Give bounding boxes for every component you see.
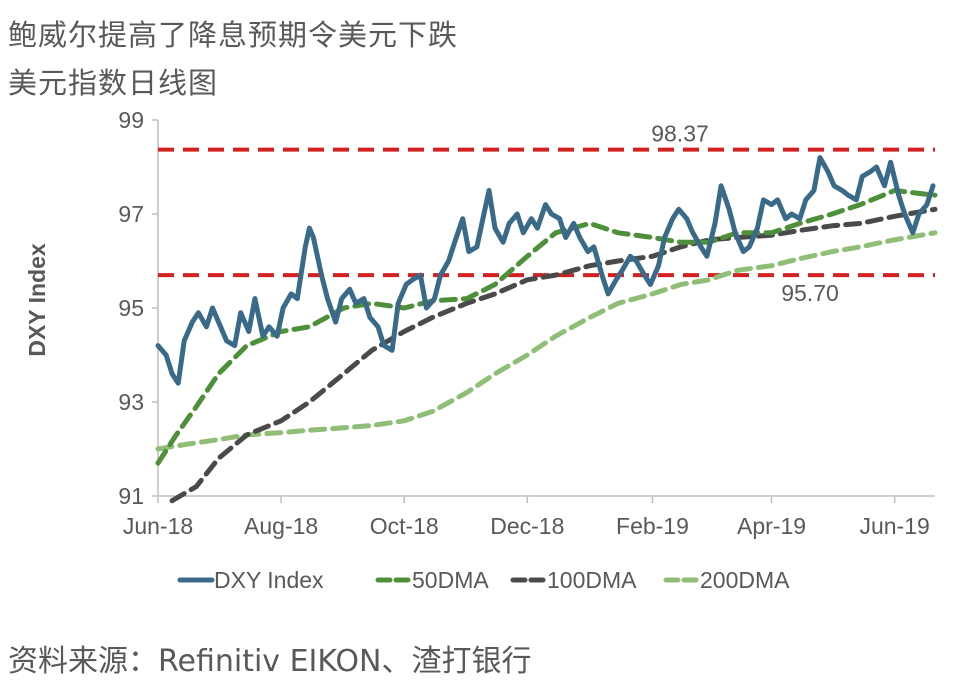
legend-label: DXY Index: [214, 567, 324, 593]
legend-label: 50DMA: [412, 567, 489, 593]
y-axis-label: DXY Index: [24, 243, 50, 357]
legend-label: 200DMA: [700, 567, 790, 593]
series-line-100dma: [169, 206, 938, 504]
y-tick-label: 93: [118, 389, 144, 415]
x-tick-label: Oct-18: [370, 513, 439, 539]
y-tick-label: 99: [118, 107, 144, 133]
chart-title: 鲍威尔提高了降息预期令美元下跌: [8, 18, 459, 52]
series-line-dxy-index: [155, 155, 936, 386]
x-tick-label: Apr-19: [737, 513, 806, 539]
y-tick-label: 97: [118, 201, 144, 227]
series-layer: [155, 155, 938, 504]
legend: DXY Index 50DMA 100DMA 200DMA: [177, 567, 790, 593]
y-tick-label: 91: [118, 483, 144, 509]
reference-line-label: 98.37: [651, 121, 709, 147]
x-tick-label: Jun-19: [859, 513, 929, 539]
axis-layer: [152, 119, 935, 503]
legend-label: 100DMA: [547, 567, 637, 593]
x-tick-label: Jun-18: [123, 513, 193, 539]
x-tick-label: Dec-18: [490, 513, 564, 539]
chart-subtitle: 美元指数日线图: [8, 66, 219, 100]
x-tick-label: Feb-19: [616, 513, 689, 539]
y-tick-label: 95: [118, 295, 144, 321]
series-line-50dma: [155, 188, 938, 466]
series-line-200dma: [155, 230, 938, 452]
x-tick-label: Aug-18: [244, 513, 318, 539]
source-note: 资料来源：Refinitiv EIKON、渣打银行: [8, 644, 532, 679]
axis-labels: 99 97 95 93 91 Jun-18 Aug-18 Oct-18 Dec-18 Feb-19…: [118, 107, 929, 539]
reference-line-label: 95.70: [781, 280, 839, 306]
